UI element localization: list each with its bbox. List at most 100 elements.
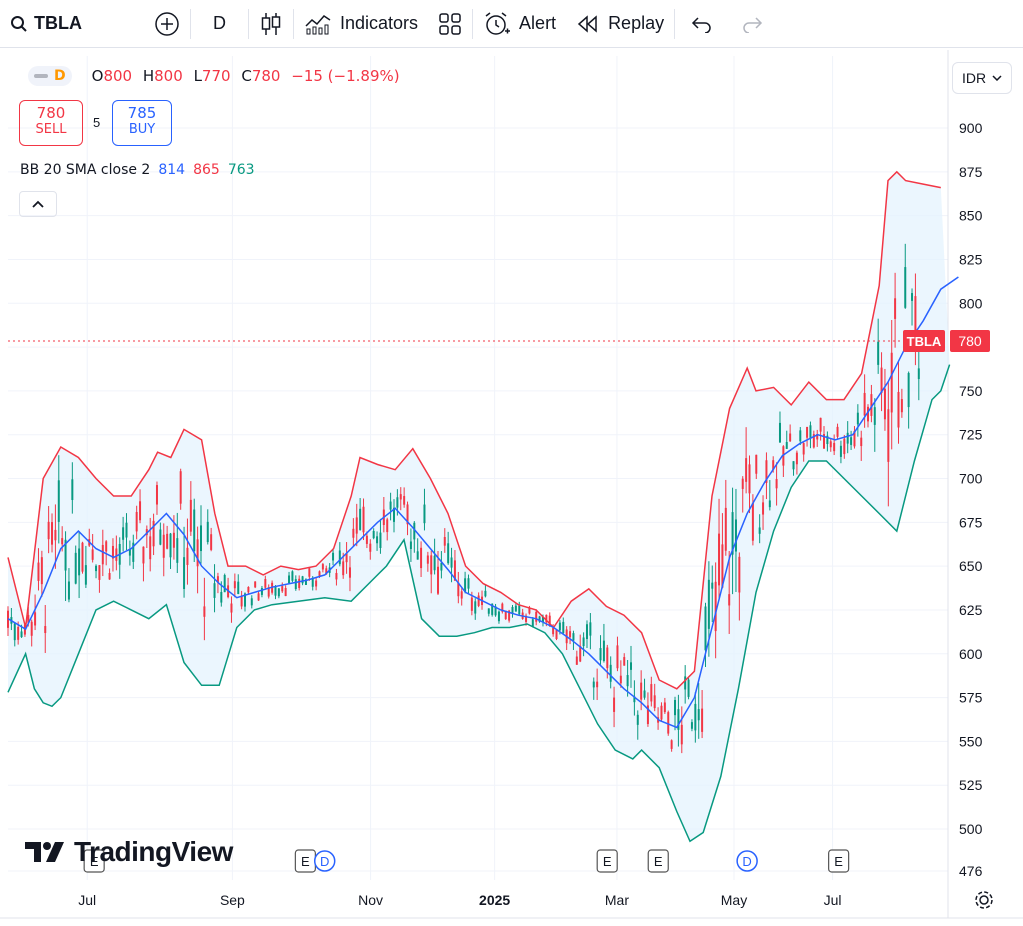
candle-body <box>724 507 727 551</box>
candle-body <box>799 430 802 442</box>
candle-body <box>538 616 541 622</box>
candle-body <box>545 614 548 623</box>
candle-body <box>734 519 737 552</box>
bollinger-legend[interactable]: BB 20 SMA close 2 814 865 763 <box>20 162 255 178</box>
candle-body <box>626 675 629 687</box>
dividend-marker[interactable] <box>736 850 758 872</box>
symbol-search-button[interactable]: TBLA <box>0 6 92 42</box>
candle-body <box>447 543 450 564</box>
candle-body <box>91 549 94 560</box>
candle-body <box>772 460 775 470</box>
candle-body <box>511 606 514 614</box>
candle-body <box>592 681 595 688</box>
alert-label: Alert <box>519 13 557 33</box>
candle-body <box>34 612 37 626</box>
candle-body <box>460 591 463 599</box>
interval-button[interactable]: D <box>191 6 248 42</box>
layouts-button[interactable] <box>428 6 472 42</box>
candle-body <box>599 648 602 661</box>
candle-body <box>203 606 206 617</box>
candle-body <box>474 601 477 614</box>
candle-body <box>775 479 778 489</box>
y-tick-label: 600 <box>959 646 983 662</box>
search-icon <box>11 15 27 32</box>
time-axis[interactable]: Jul Sep Nov 2025 Mar May Jul <box>78 892 841 908</box>
candle-body <box>514 605 517 612</box>
indicators-button[interactable]: Indicators <box>294 6 428 42</box>
redo-icon <box>743 16 763 33</box>
earnings-marker-label: E <box>90 854 99 869</box>
replay-button[interactable]: Replay <box>566 6 674 42</box>
candle-body <box>762 502 765 515</box>
candle-body <box>552 627 555 635</box>
price-axis[interactable]: 4765005255505756006256506757007257507758… <box>959 120 983 879</box>
earnings-marker[interactable] <box>83 849 105 873</box>
candle-body <box>619 675 622 684</box>
chevron-down-icon <box>992 75 1002 81</box>
interval-pill[interactable]: D <box>28 66 72 86</box>
candle-body <box>379 532 382 548</box>
candle-body <box>399 494 402 500</box>
dividend-marker[interactable] <box>313 850 336 872</box>
sell-button[interactable]: 780 SELL <box>19 100 83 146</box>
candle-body <box>653 695 656 709</box>
candle-body <box>450 557 453 568</box>
y-tick-label: 900 <box>959 120 983 136</box>
candle-body <box>833 442 836 452</box>
earnings-marker[interactable] <box>828 849 850 873</box>
close-value: 780 <box>251 67 281 85</box>
candle-body <box>687 679 690 697</box>
earnings-marker[interactable] <box>647 849 669 873</box>
candle-body <box>267 587 270 597</box>
undo-button[interactable] <box>675 6 729 42</box>
candle-body <box>332 552 335 561</box>
candle-body <box>230 603 233 613</box>
candle-body <box>467 578 470 589</box>
alert-button[interactable]: Alert <box>473 6 566 42</box>
tradingview-logo[interactable]: TradingView <box>24 836 233 868</box>
candle-body <box>470 597 473 611</box>
candle-body <box>420 547 423 569</box>
sell-price: 780 <box>36 104 66 122</box>
candle-body <box>836 426 839 437</box>
symbol-label: TBLA <box>34 13 82 33</box>
grid-icon <box>439 12 461 35</box>
candle-body <box>785 441 788 449</box>
redo-button[interactable] <box>729 6 775 42</box>
candle-body <box>155 485 158 505</box>
candle-body <box>555 630 558 640</box>
candle-body <box>423 504 426 524</box>
open-key: O <box>91 67 104 85</box>
chart-settings-button[interactable] <box>972 888 996 917</box>
candle-body <box>335 572 338 580</box>
candle-body <box>778 422 781 443</box>
high-key: H <box>142 67 155 85</box>
bollinger-upper-line <box>7 170 941 690</box>
candle-body <box>298 578 301 588</box>
candle-body <box>115 548 118 561</box>
candle-body <box>342 561 345 576</box>
candle-body <box>318 571 321 577</box>
candle-body <box>911 293 914 301</box>
buy-button[interactable]: 785 BUY <box>112 100 172 146</box>
compare-button[interactable] <box>144 6 190 42</box>
earnings-marker[interactable] <box>596 849 618 873</box>
candle-body <box>789 433 792 442</box>
candles <box>7 243 920 754</box>
currency-selector[interactable]: IDR <box>952 62 1012 94</box>
candle-body <box>433 555 436 571</box>
candle-body <box>843 438 846 455</box>
collapse-legend-button[interactable] <box>19 191 57 217</box>
candle-body <box>596 681 599 688</box>
candle-body <box>426 555 429 564</box>
candle-body <box>816 433 819 440</box>
chart-type-button[interactable] <box>249 6 293 42</box>
candle-body <box>569 631 572 638</box>
candle-body <box>233 581 236 589</box>
low-value: 770 <box>201 67 231 85</box>
candle-body <box>602 640 605 661</box>
candle-body <box>667 712 670 734</box>
candle-body <box>125 522 128 538</box>
candle-body <box>887 409 890 462</box>
